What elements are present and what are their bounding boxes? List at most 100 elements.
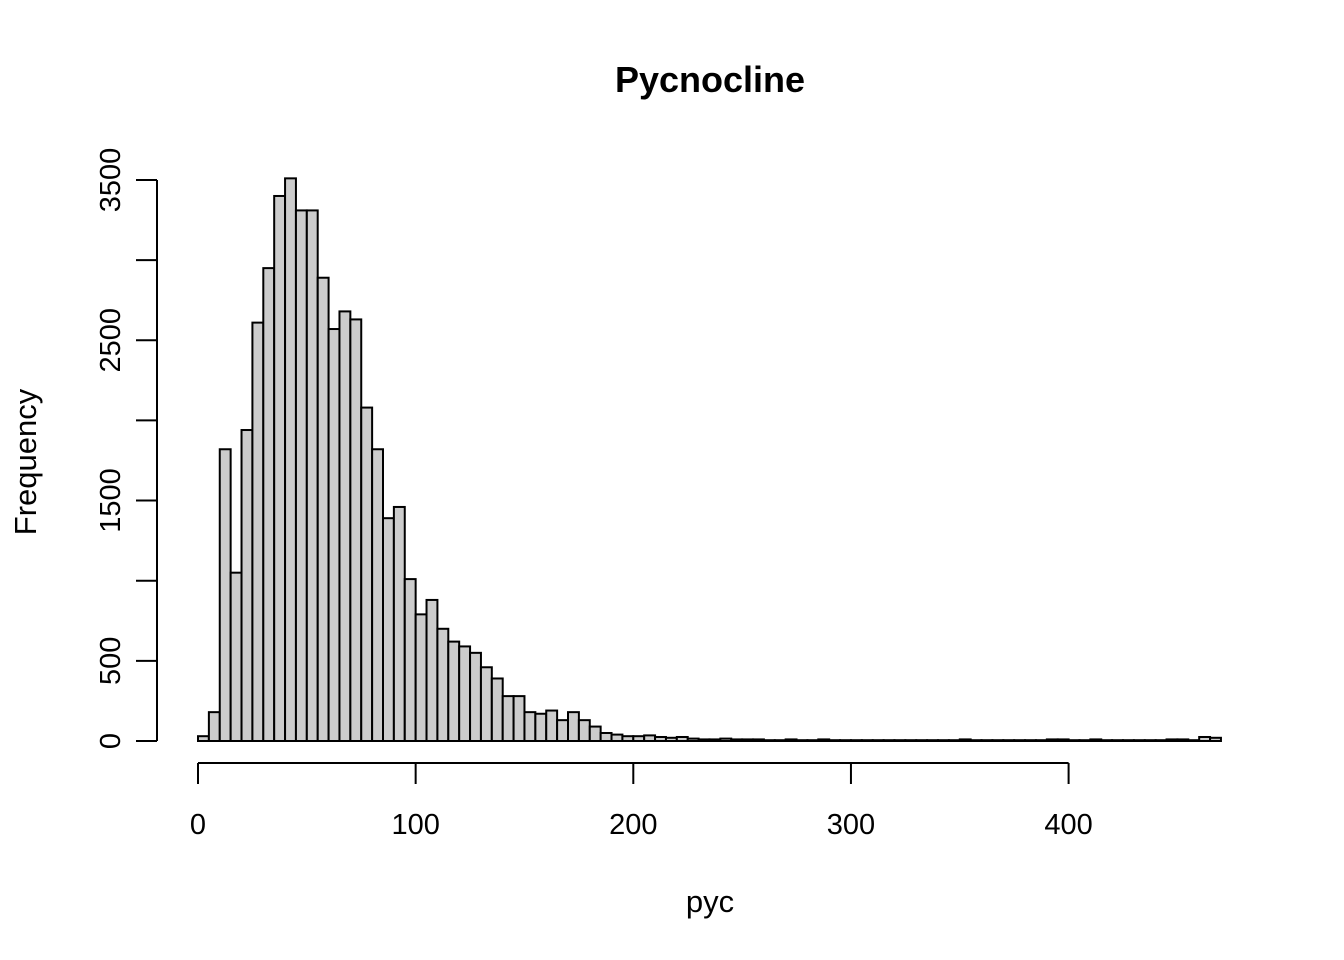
histogram-bar — [849, 739, 863, 743]
histogram-bar — [806, 739, 820, 743]
histogram-bar — [980, 739, 994, 743]
histogram-bar — [762, 739, 776, 743]
histogram-bar — [425, 598, 439, 742]
histogram-bar — [741, 738, 755, 743]
histogram-bar — [479, 666, 493, 743]
histogram-bar — [490, 677, 504, 742]
histogram-bar — [1034, 739, 1048, 743]
histogram-bar — [545, 709, 559, 742]
histogram-bar — [251, 321, 265, 742]
histogram-bar — [1089, 738, 1103, 743]
histogram-bar — [947, 739, 961, 743]
histogram-bar — [523, 711, 537, 743]
histogram-bar — [1100, 739, 1114, 743]
x-tick-label: 300 — [827, 809, 875, 841]
histogram-bar — [1187, 739, 1201, 743]
histogram-bar — [817, 738, 831, 743]
histogram-bar — [937, 739, 950, 743]
y-tick-label: 500 — [95, 637, 127, 685]
y-axis-label: Frequency — [8, 388, 43, 535]
histogram-bar — [697, 738, 711, 743]
histogram-bar — [218, 448, 232, 742]
histogram-bar — [414, 613, 428, 742]
histogram-bar — [240, 429, 254, 742]
histogram-bar — [654, 735, 667, 742]
x-tick-label: 100 — [391, 809, 439, 841]
histogram-bar — [1209, 736, 1222, 742]
histogram-bar — [991, 739, 1005, 743]
histogram-bar — [1067, 739, 1081, 743]
histogram-bar — [349, 318, 363, 742]
chart-title: Pycnocline — [615, 59, 805, 100]
histogram-bar — [1176, 738, 1190, 743]
histogram-bar — [719, 737, 733, 742]
histogram-bar — [327, 328, 341, 742]
histogram-bar — [197, 735, 210, 743]
histogram-bar — [1013, 739, 1027, 743]
histogram-bar — [621, 735, 635, 743]
y-axis: 0 500 1500 2500 3500 — [95, 148, 158, 749]
histogram-bar — [708, 738, 722, 743]
histogram-bar — [1198, 735, 1212, 742]
histogram-bar — [556, 719, 569, 742]
histogram-bar — [915, 739, 929, 743]
histogram-bar — [338, 310, 352, 742]
histogram-bar — [643, 734, 657, 743]
histogram-bar — [1045, 738, 1059, 743]
histogram-bar — [436, 627, 450, 742]
histogram-bar — [512, 695, 526, 742]
histogram-bar — [294, 209, 308, 743]
histogram-bar — [926, 739, 940, 743]
histogram-bar — [773, 739, 787, 743]
histogram-bar — [360, 406, 374, 742]
histogram-bar — [828, 739, 842, 743]
x-tick-label: 0 — [190, 809, 206, 841]
histogram-bar — [969, 739, 983, 743]
y-tick-label: 1500 — [95, 468, 127, 533]
histogram-bar — [871, 739, 885, 743]
histogram-bar — [1154, 739, 1168, 743]
x-axis: 0 100 200 300 400 — [190, 762, 1093, 841]
histogram-bar — [958, 738, 972, 743]
histogram-bar — [305, 209, 319, 743]
histogram-bar — [577, 719, 591, 742]
histogram-bar — [1165, 738, 1179, 743]
histogram-bar — [273, 194, 287, 743]
histogram-bar — [1132, 739, 1146, 743]
bars-group — [197, 177, 1222, 743]
x-tick-label: 200 — [609, 809, 657, 841]
histogram-bar — [403, 578, 417, 742]
histogram-bar — [1078, 739, 1092, 743]
histogram-bar — [229, 571, 243, 742]
histogram-bar — [567, 711, 580, 743]
histogram-bar — [730, 738, 744, 743]
histogram-bar — [1002, 739, 1016, 743]
histogram-bar — [588, 725, 602, 743]
histogram-bar — [610, 733, 624, 743]
x-axis-label: pyc — [686, 884, 734, 919]
histogram-bar — [1024, 739, 1037, 743]
histogram-bar — [1122, 739, 1135, 743]
y-tick-label: 3500 — [95, 148, 127, 213]
histogram-bar — [686, 737, 700, 742]
histogram-bar — [469, 651, 482, 743]
histogram-bar — [664, 736, 678, 742]
histogram-bar — [599, 731, 613, 742]
histogram-bar — [392, 505, 406, 742]
histogram-bar — [1143, 739, 1157, 743]
histogram-bar — [316, 276, 330, 742]
histogram-bar — [882, 739, 896, 743]
y-tick-label: 0 — [95, 733, 127, 749]
histogram-bar — [534, 712, 548, 742]
histogram-bar — [371, 448, 384, 742]
x-tick-label: 400 — [1044, 809, 1092, 841]
histogram-bar — [382, 517, 395, 742]
histogram-bar — [262, 267, 276, 742]
histogram-bar — [207, 711, 221, 743]
y-tick-label: 2500 — [95, 308, 127, 373]
histogram-bar — [284, 177, 297, 743]
histogram-bar — [752, 738, 765, 743]
histogram-bar — [904, 739, 918, 743]
histogram-bar — [893, 739, 907, 743]
